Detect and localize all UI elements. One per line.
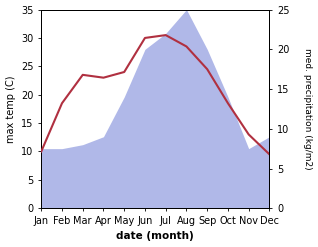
Y-axis label: max temp (C): max temp (C) xyxy=(5,75,16,143)
Y-axis label: med. precipitation (kg/m2): med. precipitation (kg/m2) xyxy=(303,48,313,170)
X-axis label: date (month): date (month) xyxy=(116,231,194,242)
